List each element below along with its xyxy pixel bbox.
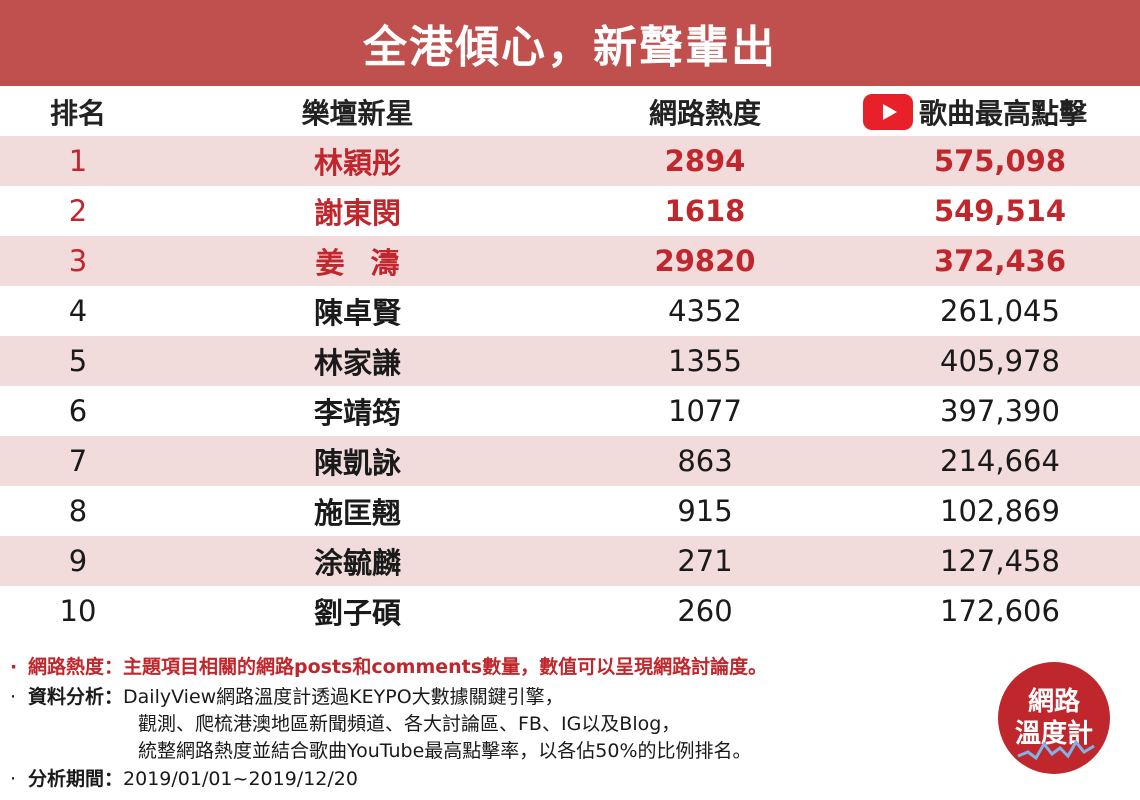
heat-cell: 29820 (654, 244, 756, 278)
rank-cell: 1 (68, 144, 88, 178)
ranking-table: 排名 樂壇新星 網路熱度 歌曲最高點擊 1 林穎彤 2894 575,098 2… (0, 88, 1140, 636)
table-row: 6 李靖筠 1077 397,390 (0, 386, 1140, 436)
name-cell: 陳卓賢 (313, 296, 401, 330)
note-heat-text: 網路熱度：主題項目相關的網路posts和comments數量，數值可以呈現網路討… (28, 656, 768, 678)
page-title: 全港傾心，新聲輩出 (0, 0, 1140, 86)
wave-icon (1017, 739, 1095, 761)
rank-cell: 4 (68, 294, 88, 328)
bullet-icon: · (10, 656, 18, 678)
clicks-cell: 549,514 (933, 194, 1067, 228)
footnotes: · 網路熱度：主題項目相關的網路posts和comments數量，數值可以呈現網路… (0, 640, 1140, 800)
rank-cell: 2 (68, 194, 88, 228)
header-clicks-label: 歌曲最高點擊 (918, 97, 1087, 130)
clicks-cell: 127,458 (940, 544, 1060, 578)
note-period-label: 分析期間： (28, 768, 124, 790)
name-cell: 李靖筠 (313, 396, 401, 430)
table-row: 1 林穎彤 2894 575,098 (0, 136, 1140, 186)
heat-cell: 271 (677, 544, 733, 578)
heat-cell: 915 (677, 494, 733, 528)
table-row: 9 涂毓麟 271 127,458 (0, 536, 1140, 586)
note-heat-definition: · 網路熱度：主題項目相關的網路posts和comments數量，數值可以呈現網路… (10, 652, 767, 679)
clicks-cell: 372,436 (933, 244, 1067, 278)
logo-line1: 網路 (1027, 687, 1080, 717)
bullet-icon: · (10, 686, 17, 708)
rank-cell: 3 (68, 244, 88, 278)
note-analysis-line1: DailyView網路溫度計透過KEYPO大數據關鍵引擎， (123, 686, 564, 708)
note-analysis-label: 資料分析： (28, 686, 124, 708)
clicks-cell: 102,869 (940, 494, 1060, 528)
clicks-cell: 172,606 (940, 594, 1060, 628)
clicks-cell: 405,978 (940, 344, 1060, 378)
name-cell: 施匡翹 (313, 496, 401, 530)
rank-cell: 5 (68, 344, 88, 378)
note-period: · 分析期間：2019/01/01~2019/12/20 (10, 764, 358, 791)
rank-cell: 7 (68, 444, 88, 478)
clicks-cell: 397,390 (940, 394, 1060, 428)
name-cell: 謝東閔 (313, 196, 401, 230)
heat-cell: 260 (677, 594, 733, 628)
table-header-row: 排名 樂壇新星 網路熱度 歌曲最高點擊 (0, 88, 1140, 136)
note-analysis-line3: 統整網路熱度並結合歌曲YouTube最高點擊率，以各佔50%的比例排名。 (138, 740, 752, 762)
table-row: 2 謝東閔 1618 549,514 (0, 186, 1140, 236)
table-row: 8 施匡翹 915 102,869 (0, 486, 1140, 536)
name-cell: 林家謙 (313, 346, 401, 380)
clicks-cell: 261,045 (940, 294, 1060, 328)
heat-cell: 4352 (668, 294, 742, 328)
header-heat: 網路熱度 (648, 97, 761, 130)
header-name: 樂壇新星 (301, 97, 414, 130)
rank-cell: 6 (68, 394, 88, 428)
note-analysis-line2: 觀測、爬梳港澳地區新聞頻道、各大討論區、FB、IG以及Blog， (138, 713, 681, 735)
note-analysis: · 資料分析：DailyView網路溫度計透過KEYPO大數據關鍵引擎， (10, 682, 564, 709)
dailyview-logo: 網路 溫度計 (998, 662, 1110, 774)
table-row: 3 姜濤 29820 372,436 (0, 236, 1140, 286)
youtube-icon (862, 94, 913, 130)
header-clicks: 歌曲最高點擊 (840, 88, 1110, 136)
table-row: 4 陳卓賢 4352 261,045 (0, 286, 1140, 336)
table-row: 7 陳凱詠 863 214,664 (0, 436, 1140, 486)
clicks-cell: 575,098 (933, 144, 1067, 178)
name-cell: 林穎彤 (313, 146, 401, 180)
heat-cell: 863 (677, 444, 733, 478)
table-row: 5 林家謙 1355 405,978 (0, 336, 1140, 386)
name-cell: 劉子碩 (313, 596, 401, 630)
name-text: 姜濤 (315, 246, 426, 280)
note-period-value: 2019/01/01~2019/12/20 (123, 768, 358, 790)
header-rank: 排名 (49, 97, 106, 130)
rank-cell: 8 (68, 494, 88, 528)
bullet-icon: · (10, 768, 17, 790)
rank-cell: 10 (59, 594, 97, 628)
heat-cell: 1618 (664, 194, 746, 228)
table-row: 10 劉子碩 260 172,606 (0, 586, 1140, 636)
name-cell: 姜濤 (255, 236, 460, 286)
name-cell: 陳凱詠 (313, 446, 401, 480)
rank-cell: 9 (68, 544, 88, 578)
clicks-cell: 214,664 (940, 444, 1060, 478)
heat-cell: 2894 (664, 144, 746, 178)
name-cell: 涂毓麟 (313, 546, 401, 580)
logo-line2: 溫度計 (1014, 719, 1093, 749)
heat-cell: 1355 (668, 344, 742, 378)
heat-cell: 1077 (668, 394, 742, 428)
